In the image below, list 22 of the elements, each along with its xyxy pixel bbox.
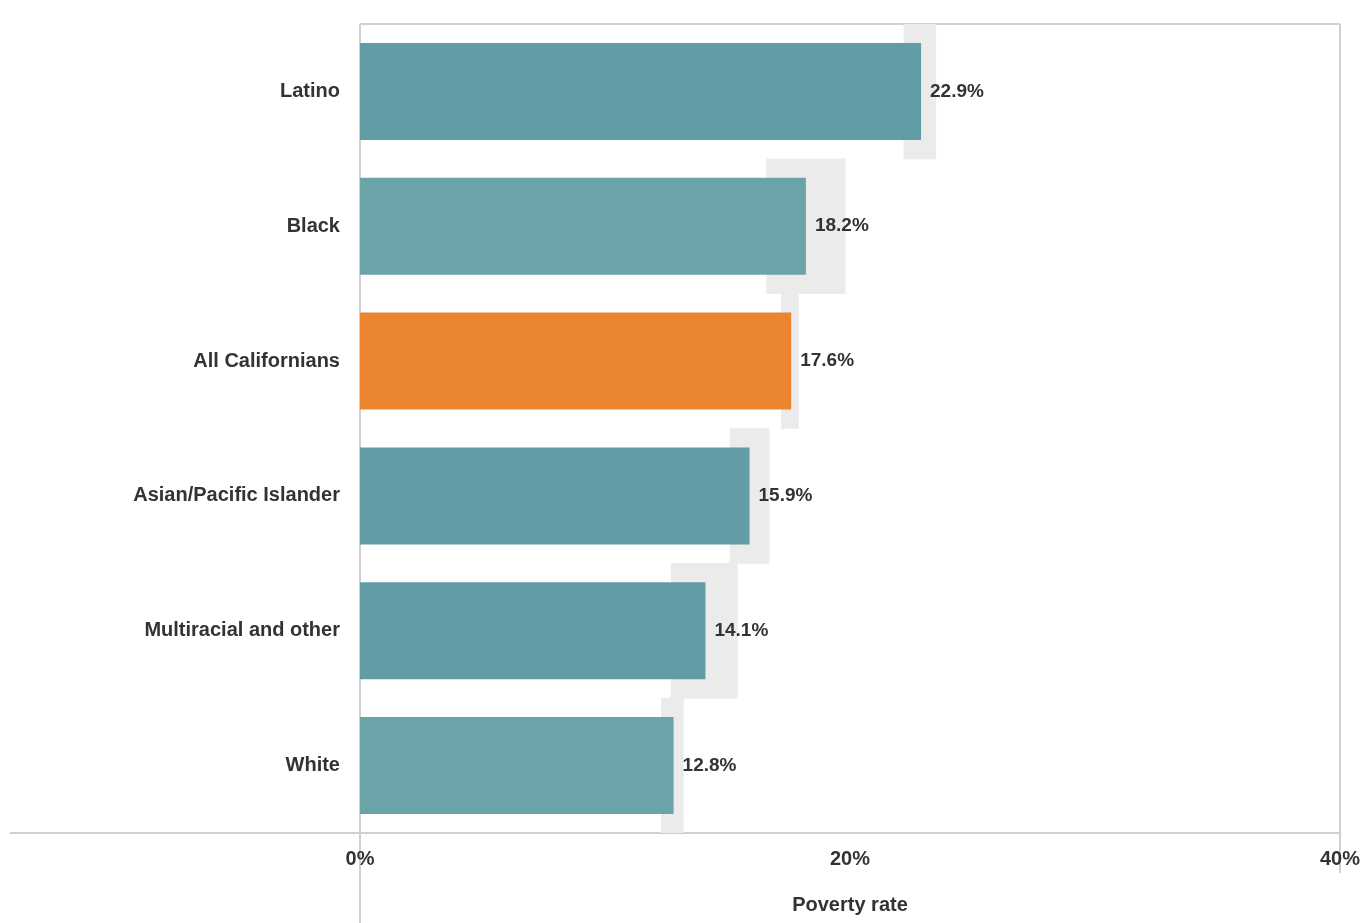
bar	[360, 447, 750, 545]
x-tick-label: 0%	[345, 846, 375, 869]
bar	[360, 42, 922, 140]
y-tick-label: All Californians	[193, 348, 340, 371]
data-label: 14.1%	[714, 618, 769, 640]
y-tick-label: Multiracial and other	[144, 618, 341, 641]
x-tick-label: 20%	[829, 846, 871, 869]
y-tick-label: Asian/Pacific Islander	[133, 483, 341, 506]
bar	[360, 717, 674, 815]
data-label: 12.8%	[682, 753, 737, 775]
bar	[360, 312, 792, 410]
data-label: 18.2%	[814, 214, 869, 236]
data-label: 15.9%	[758, 484, 813, 506]
data-label: 22.9%	[930, 79, 985, 101]
x-tick-label: 40%	[1319, 846, 1361, 869]
y-tick-label: Latino	[280, 78, 340, 101]
y-tick-label: White	[285, 753, 340, 776]
bar	[360, 177, 806, 275]
data-label: 17.6%	[800, 349, 855, 371]
y-tick-label: Black	[286, 213, 341, 236]
bar	[360, 582, 706, 680]
x-axis-title: Poverty rate	[792, 892, 908, 915]
